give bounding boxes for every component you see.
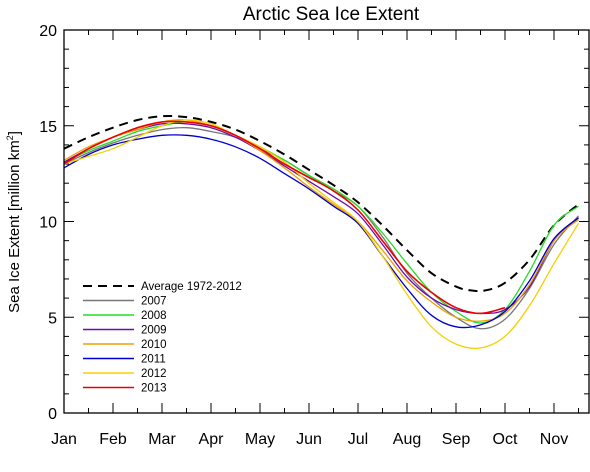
x-tick-label: Apr <box>199 431 225 448</box>
chart-title: Arctic Sea Ice Extent <box>243 4 420 25</box>
legend-label-average-1972-2012: Average 1972-2012 <box>141 281 242 293</box>
x-tick-label: Jul <box>348 431 368 448</box>
legend-label-2008: 2008 <box>141 310 167 322</box>
x-tick-label: Sep <box>442 431 471 448</box>
legend-label-2012: 2012 <box>141 368 167 380</box>
x-tick-label: Nov <box>540 431 568 448</box>
x-tick-label: May <box>245 431 275 448</box>
x-tick-label: Aug <box>393 431 421 448</box>
x-axis-ticks: Jan Feb Mar Apr May Jun Jul Aug Sep Oct Nov <box>51 30 579 448</box>
y-axis-label-superscript: 2 <box>5 135 15 140</box>
series-line-2013 <box>63 120 506 315</box>
series-line-2011 <box>63 134 579 329</box>
y-tick-label: 15 <box>39 119 57 136</box>
y-axis-ticks: 0 5 10 15 20 <box>39 23 589 423</box>
y-axis-label-main: Sea Ice Extent [million km <box>6 140 23 313</box>
series-line-2012 <box>63 119 580 349</box>
series-line-2009 <box>63 122 579 315</box>
legend-label-2007: 2007 <box>141 296 167 308</box>
y-axis-label-end: ] <box>6 131 23 135</box>
y-tick-label: 0 <box>48 406 57 423</box>
x-tick-label: Oct <box>493 431 518 448</box>
legend-label-2010: 2010 <box>141 339 167 351</box>
series-lines <box>63 115 580 349</box>
series-line-average-1972-2012 <box>63 115 580 293</box>
legend-label-2011: 2011 <box>141 354 166 366</box>
x-tick-label: Mar <box>148 431 176 448</box>
plot-frame <box>63 29 590 414</box>
x-tick-label: Feb <box>99 431 127 448</box>
legend-label-2013: 2013 <box>141 383 167 395</box>
legend-label-2009: 2009 <box>141 325 167 337</box>
y-tick-label: 5 <box>48 310 57 327</box>
y-tick-label: 10 <box>39 215 57 232</box>
x-tick-label: Jun <box>296 431 322 448</box>
y-tick-label: 20 <box>39 23 57 40</box>
x-tick-label: Jan <box>51 431 77 448</box>
y-axis-label: Sea Ice Extent [million km2] <box>5 131 23 313</box>
legend: Average 1972-2012 2007 2008 2009 2010 2011 201… <box>83 281 242 395</box>
